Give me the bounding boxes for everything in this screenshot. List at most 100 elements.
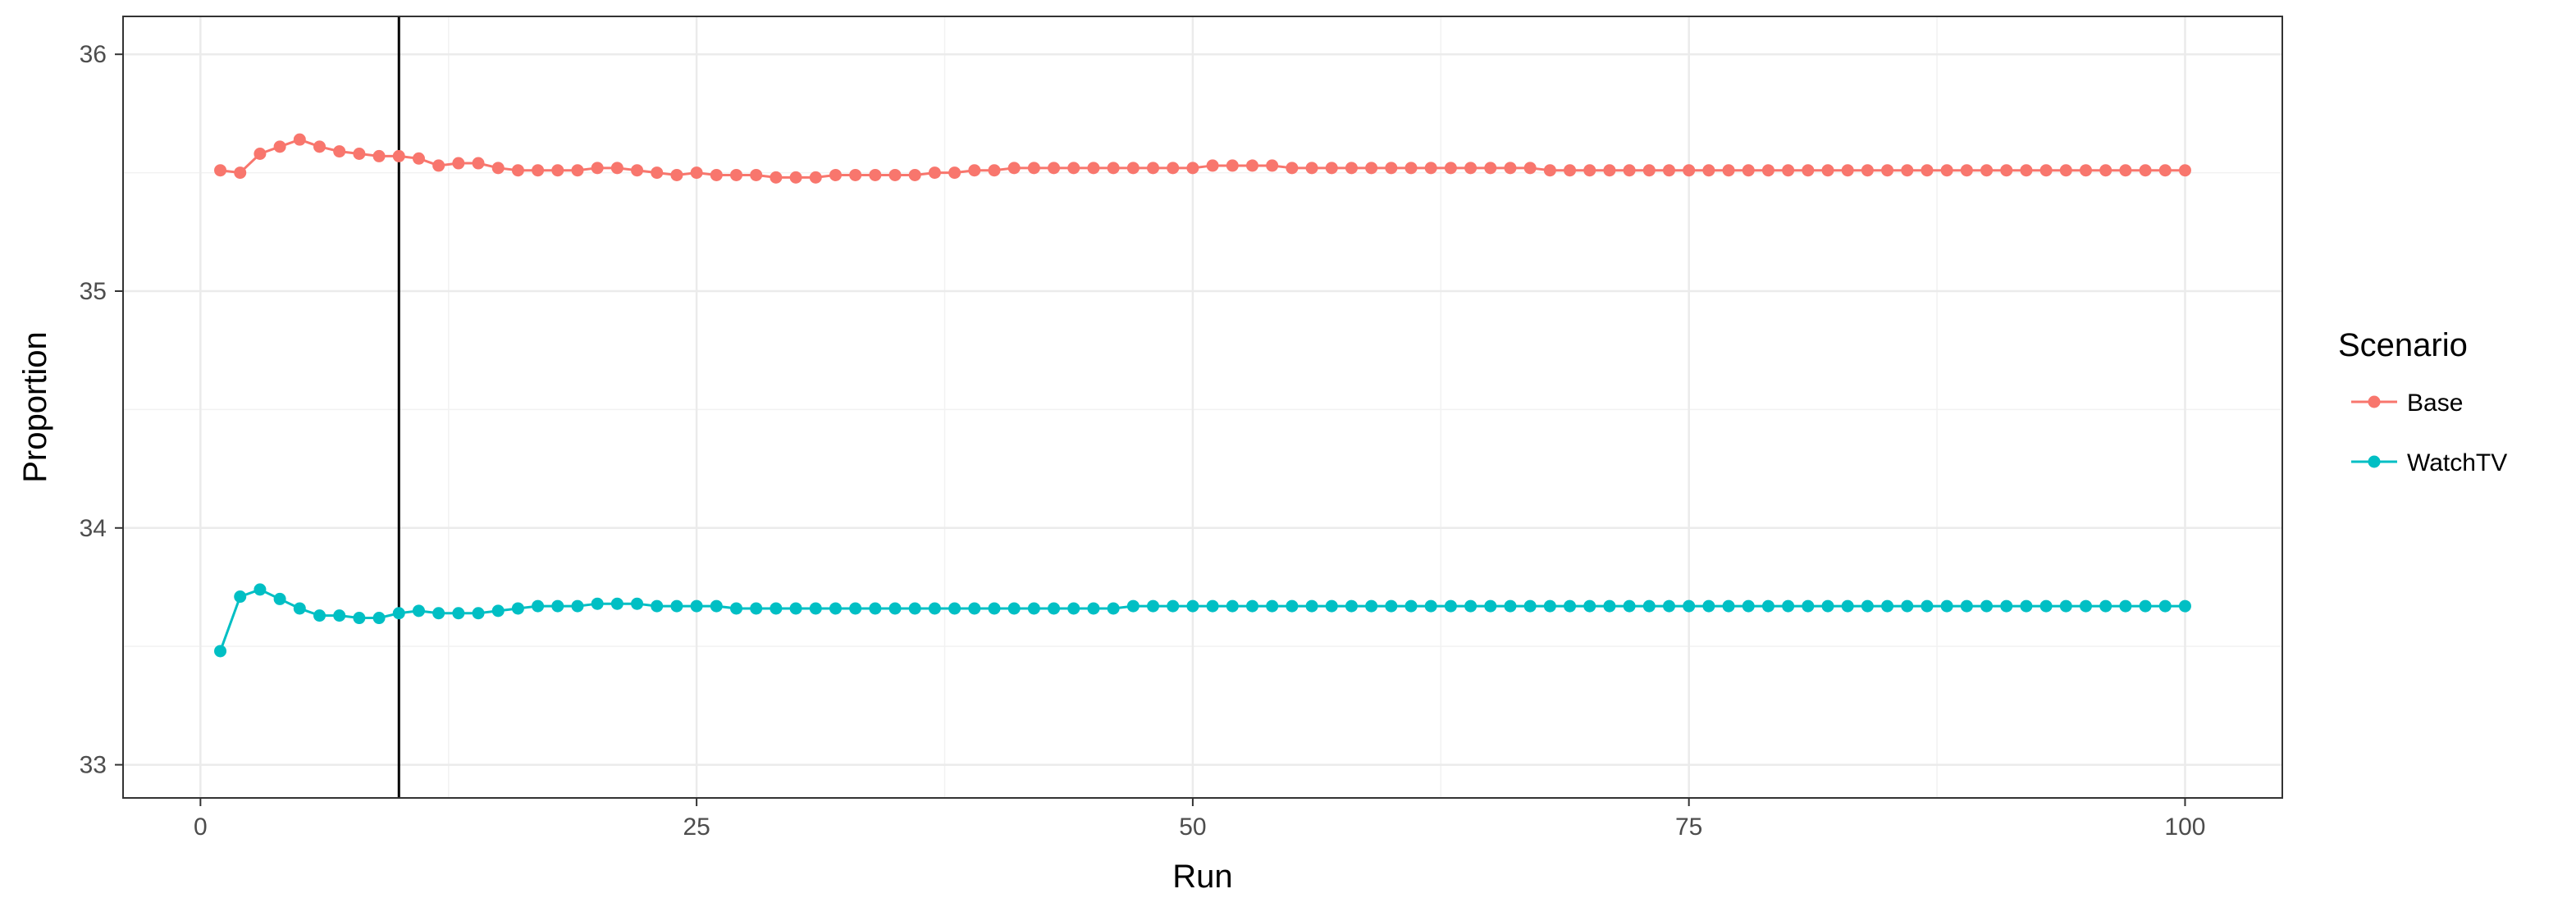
data-point-base	[491, 162, 505, 175]
data-point-base	[1245, 159, 1258, 172]
data-point-watchtv	[1523, 599, 1537, 613]
data-point-base	[273, 140, 286, 153]
x-tick-label: 0	[194, 814, 208, 841]
legend-label: Base	[2407, 390, 2463, 417]
data-point-base	[1523, 162, 1537, 175]
data-point-base	[789, 171, 802, 184]
legend-label: WatchTV	[2407, 449, 2507, 476]
data-point-watchtv	[1623, 599, 1636, 613]
data-point-watchtv	[313, 609, 326, 622]
data-point-base	[1901, 164, 1914, 177]
data-point-watchtv	[1027, 602, 1040, 615]
y-tick-label: 36	[80, 41, 107, 68]
data-point-watchtv	[1940, 599, 1953, 613]
data-point-base	[1147, 162, 1160, 175]
data-point-base	[1940, 164, 1953, 177]
data-point-watchtv	[392, 607, 405, 620]
data-point-watchtv	[789, 602, 802, 615]
data-point-watchtv	[293, 602, 306, 615]
data-point-watchtv	[1206, 599, 1219, 613]
data-point-watchtv	[333, 609, 346, 622]
data-point-watchtv	[2178, 599, 2191, 613]
data-point-watchtv	[214, 645, 227, 658]
x-axis-title: Run	[1172, 859, 1232, 895]
data-point-base	[1087, 162, 1100, 175]
data-point-base	[809, 171, 822, 184]
data-point-base	[1583, 164, 1596, 177]
data-point-base	[2119, 164, 2132, 177]
data-point-base	[1484, 162, 1497, 175]
x-tick-label: 50	[1179, 814, 1206, 841]
data-point-base	[1722, 164, 1735, 177]
data-point-watchtv	[2059, 599, 2072, 613]
data-point-base	[730, 168, 743, 181]
data-point-watchtv	[511, 602, 524, 615]
data-point-base	[1742, 164, 1755, 177]
data-point-watchtv	[372, 612, 386, 625]
data-point-watchtv	[1385, 599, 1398, 613]
data-point-base	[988, 164, 1001, 177]
data-point-base	[651, 166, 664, 180]
data-point-base	[1126, 162, 1140, 175]
data-point-watchtv	[968, 602, 981, 615]
y-tick-label: 34	[80, 515, 107, 542]
series-base	[214, 133, 2191, 184]
data-point-watchtv	[2080, 599, 2093, 613]
data-point-watchtv	[1167, 599, 1180, 613]
data-point-watchtv	[1841, 599, 1854, 613]
y-tick-label: 35	[80, 278, 107, 305]
data-point-watchtv	[1186, 599, 1199, 613]
data-point-base	[1404, 162, 1418, 175]
data-point-watchtv	[1484, 599, 1497, 613]
data-point-watchtv	[710, 599, 723, 613]
data-point-watchtv	[809, 602, 822, 615]
data-point-base	[1186, 162, 1199, 175]
data-point-watchtv	[1226, 599, 1239, 613]
data-point-watchtv	[1662, 599, 1675, 613]
data-point-watchtv	[2139, 599, 2152, 613]
data-point-watchtv	[610, 597, 623, 610]
data-point-base	[1067, 162, 1080, 175]
data-point-base	[1504, 162, 1517, 175]
data-point-watchtv	[1782, 599, 1795, 613]
data-point-base	[1841, 164, 1854, 177]
data-point-watchtv	[432, 607, 445, 620]
data-point-watchtv	[1444, 599, 1457, 613]
data-point-watchtv	[1821, 599, 1834, 613]
data-point-base	[2099, 164, 2112, 177]
data-point-base	[1444, 162, 1457, 175]
data-point-watchtv	[1761, 599, 1774, 613]
data-point-base	[1683, 164, 1696, 177]
data-point-watchtv	[472, 607, 485, 620]
data-point-watchtv	[670, 599, 683, 613]
legend-title: Scenario	[2338, 327, 2468, 363]
data-point-base	[1107, 162, 1120, 175]
data-point-base	[908, 168, 921, 181]
data-point-watchtv	[2099, 599, 2112, 613]
x-tick-label: 75	[1675, 814, 1702, 841]
data-point-watchtv	[1543, 599, 1556, 613]
data-point-base	[1821, 164, 1834, 177]
data-point-watchtv	[948, 602, 961, 615]
data-point-watchtv	[1464, 599, 1478, 613]
data-point-base	[1662, 164, 1675, 177]
major-gridlines	[123, 16, 2282, 798]
data-point-base	[1345, 162, 1358, 175]
data-point-base	[1226, 159, 1239, 172]
data-point-base	[452, 157, 465, 170]
data-point-base	[1424, 162, 1437, 175]
data-point-base	[2178, 164, 2191, 177]
data-point-watchtv	[2000, 599, 2013, 613]
data-point-watchtv	[1107, 602, 1120, 615]
data-point-base	[849, 168, 862, 181]
data-point-base	[1980, 164, 1994, 177]
data-point-base	[690, 166, 703, 180]
data-point-base	[472, 157, 485, 170]
data-point-base	[2158, 164, 2172, 177]
data-point-base	[1027, 162, 1040, 175]
data-point-watchtv	[631, 597, 644, 610]
data-point-watchtv	[1126, 599, 1140, 613]
data-point-base	[948, 166, 961, 180]
series-line-watchtv	[219, 588, 2185, 652]
minor-gridlines	[123, 16, 2282, 798]
